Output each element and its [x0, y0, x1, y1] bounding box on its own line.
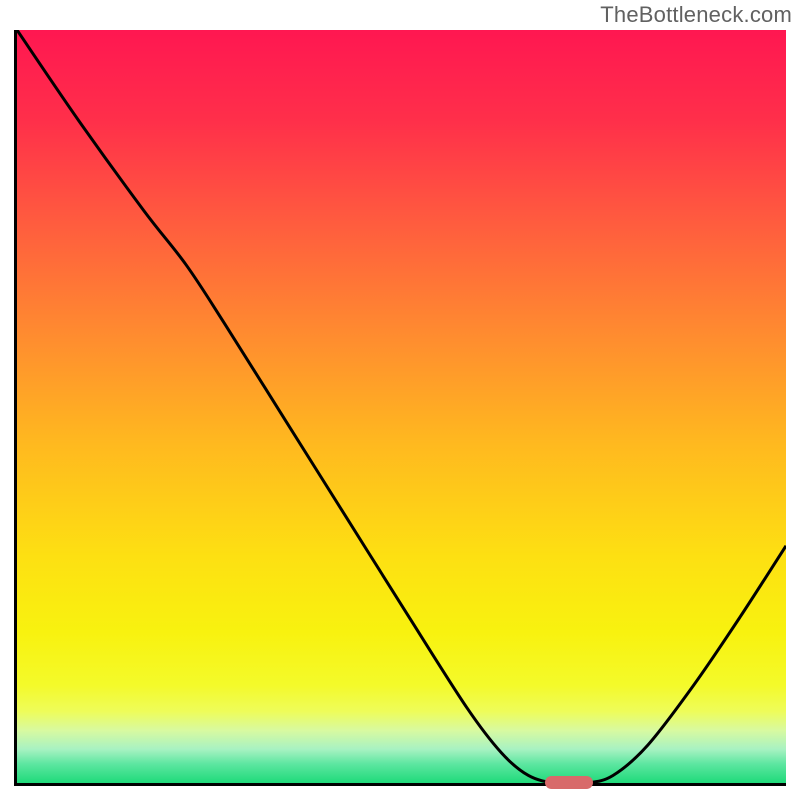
bottleneck-curve: [17, 30, 786, 783]
optimal-point-marker: [545, 776, 594, 789]
watermark-text: TheBottleneck.com: [600, 2, 792, 28]
chart-plot-area: [14, 30, 786, 786]
